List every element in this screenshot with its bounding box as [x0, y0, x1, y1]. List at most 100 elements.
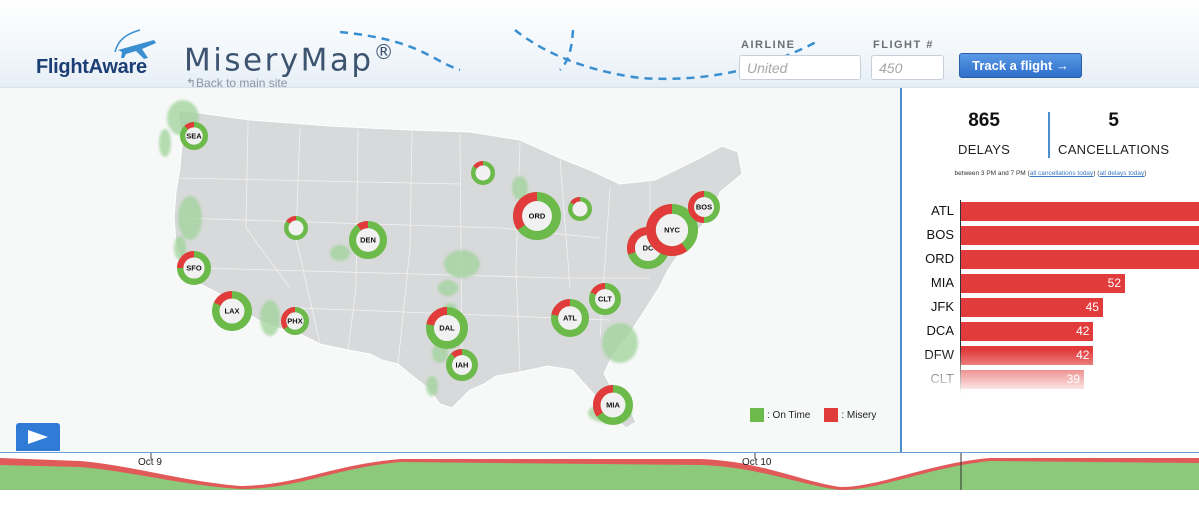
- all-cancellations-link[interactable]: all cancellations today: [1029, 170, 1094, 177]
- delay-bar-row-dca[interactable]: DCA 42: [902, 322, 1199, 341]
- delay-bar-row-bos[interactable]: BOS: [902, 226, 1199, 245]
- delay-bar-row-mia[interactable]: MIA 52: [902, 274, 1199, 293]
- back-to-main-site-link[interactable]: ↰Back to main site: [186, 76, 288, 88]
- timeline-scrubber[interactable]: Oct 9 Oct 10: [0, 452, 1199, 491]
- delay-bar-value: 52: [1107, 276, 1121, 290]
- play-button[interactable]: [16, 423, 60, 451]
- airport-donut-atl-label: ATL: [563, 314, 577, 323]
- airport-donut-unlabeled-2[interactable]: [283, 215, 308, 240]
- flight-path-decoration: [114, 29, 821, 81]
- airport-donut-bos[interactable]: BOS: [687, 191, 720, 224]
- airport-donut-unlabeled-2-misery-arc: [286, 216, 297, 224]
- airport-donut-iah[interactable]: IAH: [446, 349, 479, 382]
- delay-bar-row-ord[interactable]: ORD: [902, 250, 1199, 269]
- airline-input[interactable]: [739, 55, 861, 80]
- airport-donut-ord[interactable]: ORD: [512, 191, 561, 240]
- delay-bar-value: 42: [1076, 324, 1090, 338]
- airport-donut-sfo-center: [183, 257, 205, 279]
- airport-donut-atl-misery-arc: [551, 299, 571, 317]
- delay-bar-row-jfk[interactable]: JFK 45: [902, 298, 1199, 317]
- airport-donut-sea[interactable]: SEA: [180, 121, 209, 151]
- airport-donut-bos-misery-arc: [688, 191, 705, 223]
- us-map[interactable]: SEA SFO LAX PHX DEN DAL IAH ORD ATL CLT MIA DC NYC BO…: [0, 88, 900, 452]
- airport-donut-nyc-misery-arc: [646, 204, 688, 256]
- legend-on-time-swatch: [750, 408, 764, 422]
- airport-donut-phx[interactable]: PHX: [281, 307, 310, 336]
- misery-map[interactable]: SEA SFO LAX PHX DEN DAL IAH ORD ATL CLT MIA DC NYC BO…: [0, 88, 900, 452]
- airport-donut-iah-center: [452, 355, 472, 375]
- stats-separator: [1048, 112, 1050, 158]
- airport-donut-den-center: [356, 228, 380, 252]
- delay-bar-code: JFK: [930, 299, 954, 314]
- airport-donut-phx-label: PHX: [287, 317, 302, 326]
- airport-donut-iah-label: IAH: [456, 361, 469, 370]
- app-title-text: MiseryMap: [184, 42, 374, 79]
- delays-value: 865: [968, 110, 1000, 131]
- airplane-icon: [118, 40, 156, 59]
- airport-donut-clt[interactable]: CLT: [588, 282, 621, 315]
- legend-on-time: : On Time: [750, 408, 810, 422]
- airport-donut-unlabeled-3[interactable]: [568, 196, 593, 221]
- airport-donut-clt-center: [595, 289, 615, 309]
- airport-donut-lax[interactable]: LAX: [212, 291, 253, 332]
- delay-bar-code: DCA: [926, 323, 954, 338]
- airport-donut-dal[interactable]: DAL: [425, 307, 468, 350]
- time-window-note: between 3 PM and 7 PM (all cancellations…: [902, 170, 1199, 177]
- airport-donut-dc-label: DC: [643, 244, 654, 253]
- site-header: FlightAware MiseryMap® ↰Back to main sit…: [0, 0, 1199, 88]
- airport-donut-phx-misery-arc: [281, 307, 296, 330]
- airport-donut-bos-label: BOS: [696, 203, 712, 212]
- legend-misery: : Misery: [824, 408, 876, 422]
- play-icon: [28, 430, 48, 444]
- bar-axis: [960, 200, 961, 393]
- registered-mark: ®: [373, 40, 394, 64]
- cancellations-value: 5: [1108, 110, 1119, 131]
- airport-donut-phx-center: [286, 312, 304, 330]
- airport-donut-unlabeled-1[interactable]: [470, 160, 495, 185]
- airport-donut-atl-center: [558, 306, 582, 330]
- track-flight-button[interactable]: Track a flight →: [959, 53, 1082, 78]
- timeline-chart[interactable]: [0, 453, 1199, 491]
- delay-bar-code: BOS: [926, 227, 954, 242]
- airport-donut-atl[interactable]: ATL: [550, 299, 589, 338]
- airline-label: AIRLINE: [741, 39, 796, 51]
- legend-on-time-label: : On Time: [767, 409, 811, 421]
- delay-bar: [961, 322, 1094, 341]
- all-delays-link[interactable]: all delays today: [1099, 170, 1145, 177]
- delay-bar-code: MIA: [930, 275, 954, 290]
- time-note-mid: ) (: [1093, 170, 1100, 177]
- airport-donut-unlabeled-3-center: [572, 201, 588, 217]
- airport-donut-unlabeled-1-center: [475, 165, 491, 181]
- airport-donut-sfo-misery-arc: [177, 251, 195, 269]
- delay-bar: [961, 202, 1199, 221]
- airport-donut-den[interactable]: DEN: [348, 221, 387, 260]
- airport-donut-mia-label: MIA: [606, 401, 620, 410]
- delay-bar: [961, 274, 1125, 293]
- airport-donut-den-label: DEN: [360, 236, 376, 245]
- airport-donuts[interactable]: SEA SFO LAX PHX DEN DAL IAH ORD ATL CLT MIA DC NYC BO…: [176, 121, 720, 425]
- delay-bar-code: ORD: [925, 251, 954, 266]
- airport-donut-sea-center: [185, 127, 203, 145]
- airport-donut-unlabeled-2-center: [288, 220, 304, 236]
- panel-divider: [900, 88, 902, 452]
- delay-bar-row-atl[interactable]: ATL: [902, 202, 1199, 221]
- airport-donut-mia[interactable]: MIA: [592, 384, 633, 425]
- airport-donut-bos-center: [694, 197, 714, 217]
- delay-bar: [961, 298, 1103, 317]
- airport-donut-sfo[interactable]: SFO: [176, 250, 211, 285]
- map-legend: : On Time : Misery: [750, 408, 890, 422]
- airport-donut-ord-center: [522, 201, 552, 231]
- airport-donut-lax-label: LAX: [225, 307, 240, 316]
- airport-donut-iah-misery-arc: [451, 349, 463, 358]
- flightaware-logo[interactable]: FlightAware: [36, 56, 147, 78]
- bars-fade-overlay: [902, 350, 1199, 395]
- delay-bar: [961, 226, 1199, 245]
- airport-donut-mia-misery-arc: [593, 385, 614, 417]
- airport-donut-sea-label: SEA: [186, 132, 202, 141]
- legend-misery-label: : Misery: [841, 409, 877, 421]
- airport-donut-nyc[interactable]: NYC: [646, 204, 699, 257]
- flight-number-input[interactable]: [871, 55, 944, 80]
- airport-donut-den-misery-arc: [356, 221, 369, 231]
- airport-donut-nyc-center: [655, 213, 689, 247]
